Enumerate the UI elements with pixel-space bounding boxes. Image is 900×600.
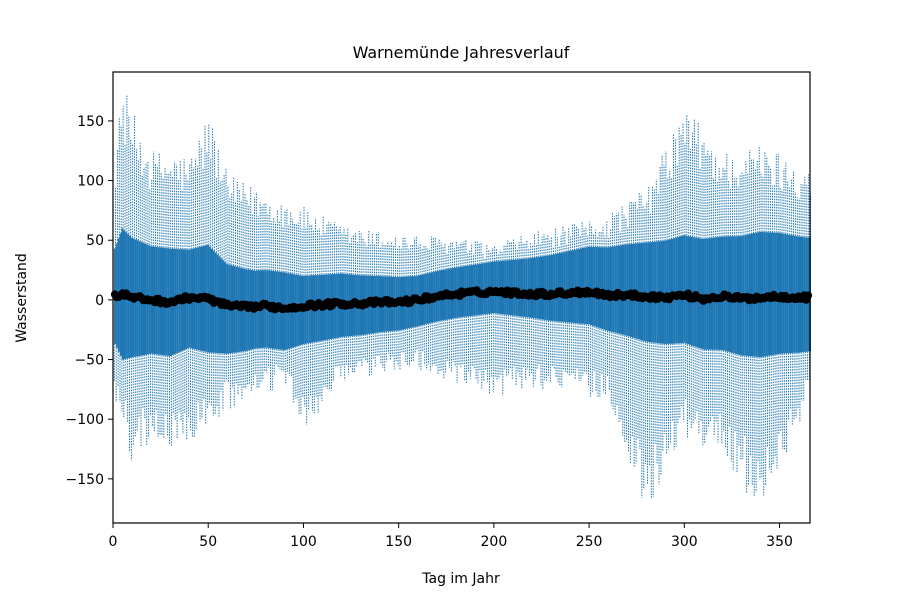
x-tick-label: 250 bbox=[576, 534, 603, 550]
x-tick-label: 350 bbox=[766, 534, 793, 550]
x-tick-label: 300 bbox=[671, 534, 698, 550]
y-tick-label: 100 bbox=[77, 174, 104, 190]
x-axis-label: Tag im Jahr bbox=[421, 571, 500, 587]
x-axis: 0 50 100 150 200 250 300 350 bbox=[109, 523, 793, 550]
y-tick-label: 150 bbox=[77, 114, 104, 130]
y-tick-label: 0 bbox=[95, 293, 104, 309]
y-axis: −150 −100 −50 0 50 100 150 bbox=[66, 114, 113, 488]
y-axis-label: Wasserstand bbox=[14, 253, 30, 343]
y-tick-label: −100 bbox=[66, 412, 104, 428]
y-tick-label: −50 bbox=[74, 353, 104, 369]
x-tick-label: 200 bbox=[481, 534, 508, 550]
plot-frame bbox=[112, 71, 811, 524]
mean-point bbox=[804, 291, 813, 300]
x-tick-label: 100 bbox=[290, 534, 317, 550]
x-tick-label: 150 bbox=[385, 534, 412, 550]
x-tick-label: 0 bbox=[109, 534, 118, 550]
y-tick-label: −150 bbox=[66, 472, 104, 488]
chart-title: Warnemünde Jahresverlauf bbox=[353, 43, 570, 62]
daily-mean-points bbox=[110, 286, 813, 314]
x-tick-label: 50 bbox=[199, 534, 217, 550]
y-tick-label: 50 bbox=[86, 233, 104, 249]
